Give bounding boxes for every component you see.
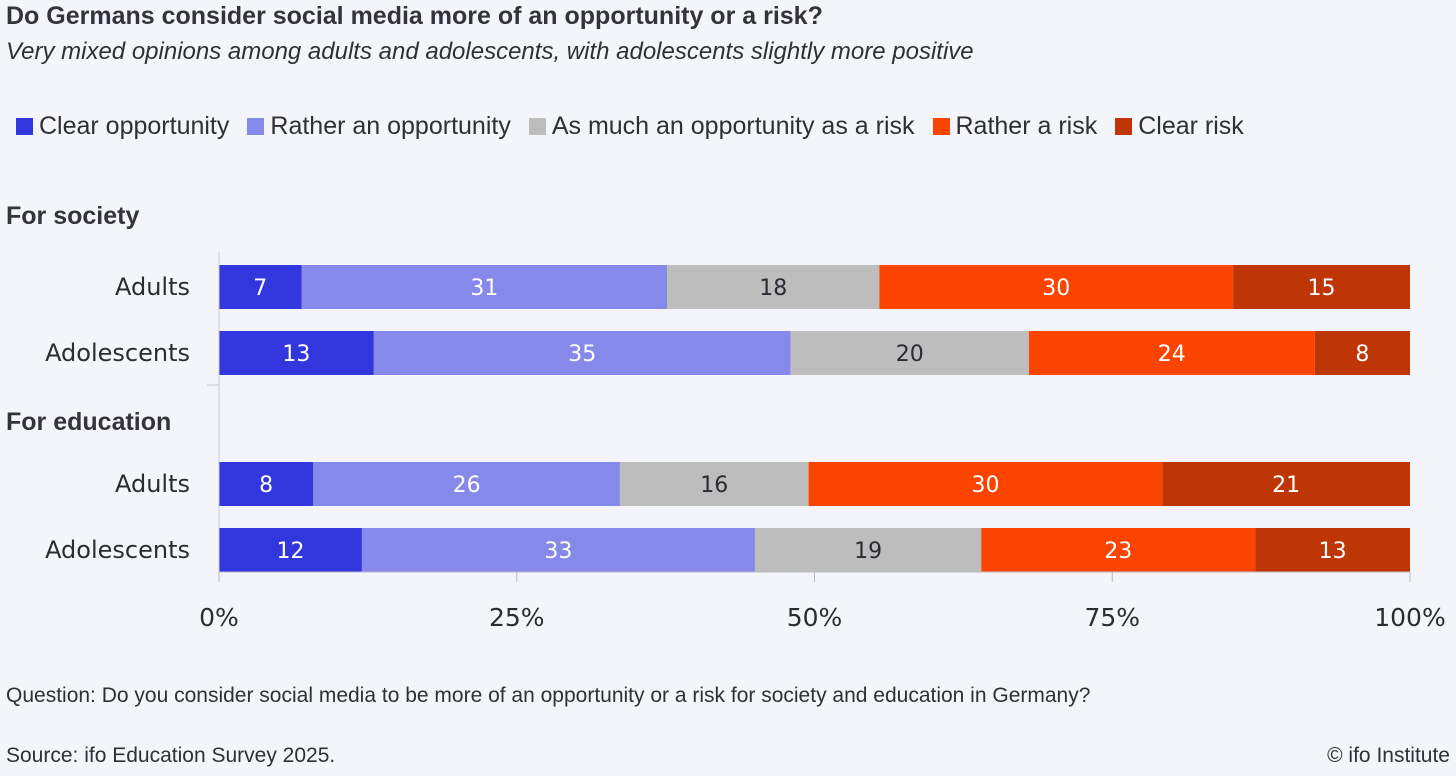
bar-segment-society-adolescents-s4	[1314, 331, 1410, 375]
bar-value-label-society-adults-s3: 30	[1042, 276, 1070, 301]
footer-source: Source: ifo Education Survey 2025.	[6, 744, 336, 767]
bar-value-label-education-adults-s2: 16	[700, 473, 728, 498]
group-label-society: For society	[6, 202, 140, 230]
bar-value-label-education-adolescents-s0: 12	[276, 539, 304, 564]
bar-value-label-education-adolescents-s2: 19	[854, 539, 882, 564]
bar-value-label-education-adults-s4: 21	[1272, 473, 1300, 498]
x-tick-label-50: 50%	[787, 603, 843, 632]
bar-segment-society-adolescents-s1	[373, 331, 791, 375]
bar-value-label-education-adolescents-s3: 23	[1104, 539, 1132, 564]
legend-swatch-as-much	[528, 118, 546, 135]
legend-label-clear-opportunity: Clear opportunity	[39, 112, 230, 140]
bar-segment-society-adolescents-s2	[790, 331, 1029, 375]
bar-segment-society-adults-s4	[1233, 265, 1410, 309]
bar-value-label-society-adults-s1: 31	[470, 276, 498, 301]
bar-segment-society-adults-s0	[219, 265, 302, 309]
bar-value-label-education-adults-s1: 26	[453, 473, 481, 498]
bar-segment-education-adults-s1	[313, 462, 620, 506]
legend: Clear opportunity Rather an opportunity …	[16, 112, 1262, 141]
bar-segment-education-adults-s4	[1162, 462, 1410, 506]
bar-segment-society-adolescents-s0	[219, 331, 374, 375]
legend-label-clear-risk: Clear risk	[1138, 112, 1244, 140]
row-label-society-adolescents: Adolescents	[45, 339, 190, 367]
bar-value-label-education-adolescents-s4: 13	[1319, 539, 1347, 564]
bar-value-label-society-adolescents-s0: 13	[282, 342, 310, 367]
bar-segment-education-adolescents-s3	[981, 528, 1256, 572]
chart-title: Do Germans consider social media more of…	[6, 2, 823, 30]
legend-swatch-clear-opportunity	[16, 118, 33, 135]
bar-value-label-education-adults-s0: 8	[259, 473, 273, 498]
x-tick-label-75: 75%	[1084, 603, 1140, 632]
bar-value-label-society-adolescents-s3: 24	[1158, 342, 1186, 367]
legend-item-clear-risk: Clear risk	[1115, 112, 1244, 141]
bar-segment-education-adults-s3	[808, 462, 1163, 506]
bar-value-label-education-adolescents-s1: 33	[544, 539, 572, 564]
legend-item-rather-risk: Rather a risk	[932, 112, 1098, 141]
bar-value-label-education-adults-s3: 30	[971, 473, 999, 498]
bar-value-label-society-adults-s2: 18	[759, 276, 787, 301]
bar-value-label-society-adolescents-s4: 8	[1355, 342, 1369, 367]
bar-segment-education-adults-s0	[219, 462, 314, 506]
x-tick-label-0: 0%	[199, 603, 239, 632]
row-label-education-adolescents: Adolescents	[45, 536, 190, 564]
legend-label-as-much: As much an opportunity as a risk	[551, 112, 915, 140]
bar-value-label-society-adults-s4: 15	[1308, 276, 1336, 301]
row-label-society-adults: Adults	[115, 273, 190, 301]
legend-label-rather-opportunity: Rather an opportunity	[270, 112, 511, 140]
bar-value-label-society-adolescents-s1: 35	[568, 342, 596, 367]
legend-swatch-rather-opportunity	[247, 118, 265, 135]
bar-segment-society-adults-s1	[301, 265, 668, 309]
bar-segment-education-adolescents-s1	[361, 528, 755, 572]
group-label-education: For education	[6, 408, 172, 436]
bar-segment-society-adults-s3	[879, 265, 1234, 309]
chart-subtitle: Very mixed opinions among adults and ado…	[6, 38, 974, 65]
bar-segment-education-adults-s2	[619, 462, 809, 506]
bar-value-label-society-adolescents-s2: 20	[896, 342, 924, 367]
stacked-bar-chart: Adults 7 31 18 30 15 Adolescents 13 35 20 24 8 Adult…	[45, 252, 1446, 632]
legend-item-clear-opportunity: Clear opportunity	[16, 112, 229, 141]
x-tick-label-25: 25%	[489, 603, 545, 632]
footer-question: Question: Do you consider social media t…	[6, 684, 1091, 707]
legend-swatch-rather-risk	[932, 118, 950, 135]
bar-segment-education-adolescents-s4	[1255, 528, 1410, 572]
x-tick-label-100: 100%	[1374, 603, 1445, 632]
bar-segment-society-adolescents-s3	[1028, 331, 1315, 375]
legend-swatch-clear-risk	[1115, 118, 1133, 135]
bar-segment-society-adults-s2	[667, 265, 880, 309]
bar-segment-education-adolescents-s2	[754, 528, 982, 572]
bar-segment-education-adolescents-s0	[219, 528, 362, 572]
legend-item-as-much: As much an opportunity as a risk	[528, 112, 915, 141]
bar-value-label-society-adults-s0: 7	[253, 276, 267, 301]
row-label-education-adults: Adults	[115, 470, 190, 498]
legend-item-rather-opportunity: Rather an opportunity	[247, 112, 511, 141]
legend-label-rather-risk: Rather a risk	[955, 112, 1098, 140]
footer-copyright: © ifo Institute	[1327, 744, 1450, 767]
